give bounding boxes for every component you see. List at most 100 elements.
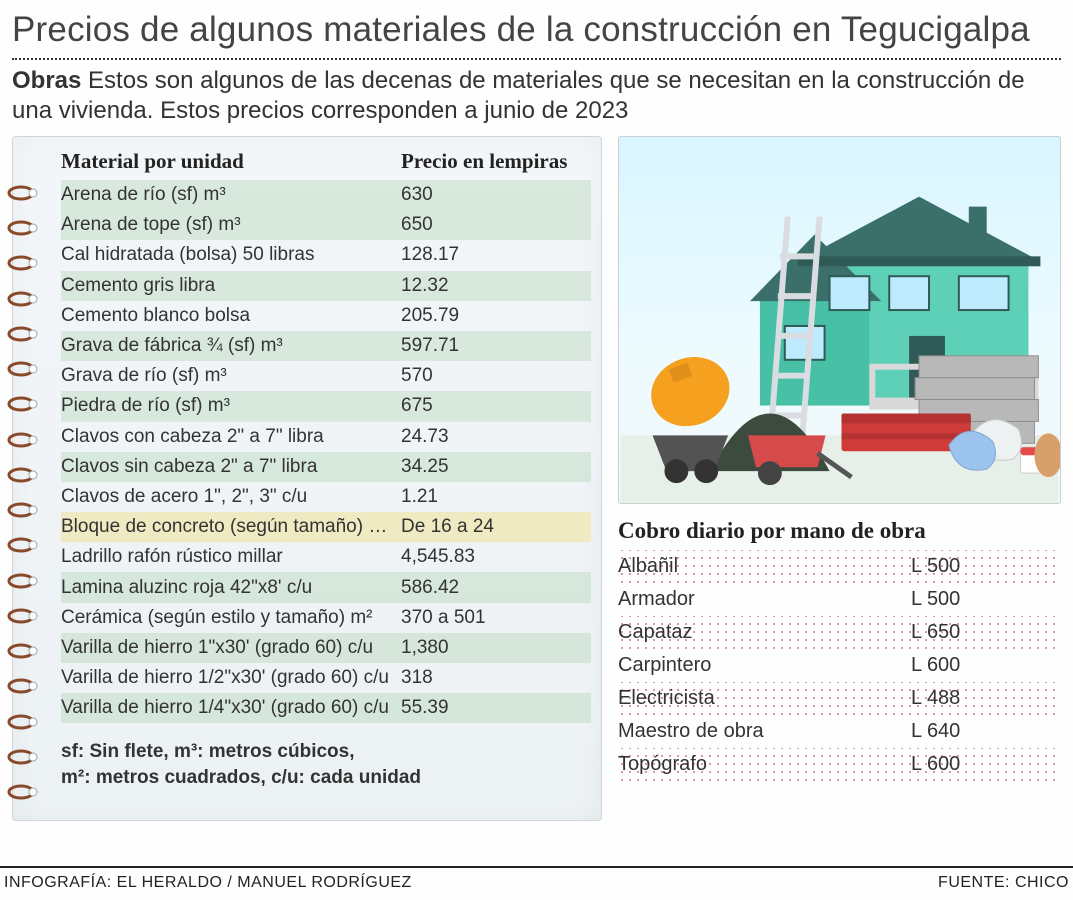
construction-illustration (618, 136, 1061, 504)
price-cell: 650 (401, 214, 591, 236)
subtitle: Obras Estos son algunos de las decenas d… (12, 66, 1061, 136)
price-cell: 570 (401, 365, 591, 387)
role-cell: Maestro de obra (618, 720, 911, 743)
ring-icon (7, 608, 35, 624)
divider (12, 58, 1061, 60)
table-row: Lamina aluzinc roja 42"x8' c/u586.42 (61, 572, 591, 602)
material-cell: Cal hidratada (bolsa) 50 libras (61, 244, 401, 266)
table-row: Clavos con cabeza 2" a 7" libra24.73 (61, 422, 591, 452)
legend-line: m²: metros cuadrados, c/u: cada unidad (61, 765, 591, 791)
materials-header: Material por unidad Precio en lempiras (61, 145, 591, 180)
footer-credit-right: FUENTE: CHICO (938, 874, 1069, 892)
amount-cell: L 600 (911, 654, 1061, 677)
price-cell: De 16 a 24 (401, 516, 591, 538)
table-row: Clavos sin cabeza 2" a 7" libra34.25 (61, 452, 591, 482)
ring-icon (7, 678, 35, 694)
table-row: ElectricistaL 488 (618, 682, 1061, 715)
material-cell: Varilla de hierro 1/4"x30' (grado 60) c/… (61, 697, 401, 719)
ring-icon (7, 643, 35, 659)
table-row: CarpinteroL 600 (618, 649, 1061, 682)
role-cell: Armador (618, 588, 911, 611)
table-row: Ladrillo rafón rústico millar4,545.83 (61, 542, 591, 572)
price-cell: 24.73 (401, 426, 591, 448)
infographic-page: Precios de algunos materiales de la cons… (0, 0, 1073, 900)
footer-credit-left: INFOGRAFÍA: EL HERALDO / MANUEL RODRÍGUE… (4, 874, 412, 892)
price-cell: 34.25 (401, 456, 591, 478)
table-row: Cemento blanco bolsa205.79 (61, 301, 591, 331)
amount-cell: L 500 (911, 555, 1061, 578)
price-cell: 630 (401, 184, 591, 206)
table-row: Bloque de concreto (según tamaño) c/uDe … (61, 512, 591, 542)
labor-title: Cobro diario por mano de obra (618, 518, 1061, 550)
ring-icon (7, 502, 35, 518)
illustration-svg (619, 137, 1060, 503)
ring-icon (7, 573, 35, 589)
price-cell: 128.17 (401, 244, 591, 266)
price-cell: 370 a 501 (401, 607, 591, 629)
table-row: CapatazL 650 (618, 616, 1061, 649)
material-cell: Arena de río (sf) m³ (61, 184, 401, 206)
content-columns: Material por unidad Precio en lempiras A… (12, 136, 1061, 821)
price-cell: 1.21 (401, 486, 591, 508)
material-cell: Grava de río (sf) m³ (61, 365, 401, 387)
table-row: Maestro de obraL 640 (618, 715, 1061, 748)
table-row: Grava de fábrica ¾ (sf) m³597.71 (61, 331, 591, 361)
ring-icon (7, 220, 35, 236)
footer: INFOGRAFÍA: EL HERALDO / MANUEL RODRÍGUE… (0, 866, 1073, 892)
price-cell: 597.71 (401, 335, 591, 357)
right-column: Cobro diario por mano de obra AlbañilL 5… (618, 136, 1061, 821)
ring-icon (7, 467, 35, 483)
material-cell: Cemento blanco bolsa (61, 305, 401, 327)
table-row: Cal hidratada (bolsa) 50 libras128.17 (61, 240, 591, 270)
ring-icon (7, 185, 35, 201)
material-cell: Arena de tope (sf) m³ (61, 214, 401, 236)
table-row: Arena de tope (sf) m³650 (61, 210, 591, 240)
table-row: AlbañilL 500 (618, 550, 1061, 583)
price-cell: 12.32 (401, 275, 591, 297)
ring-icon (7, 326, 35, 342)
material-cell: Cerámica (según estilo y tamaño) m² (61, 607, 401, 629)
material-cell: Ladrillo rafón rústico millar (61, 546, 401, 568)
material-cell: Clavos con cabeza 2" a 7" libra (61, 426, 401, 448)
price-cell: 1,380 (401, 637, 591, 659)
material-cell: Varilla de hierro 1"x30' (grado 60) c/u (61, 637, 401, 659)
ring-icon (7, 396, 35, 412)
table-row: Varilla de hierro 1/4"x30' (grado 60) c/… (61, 693, 591, 723)
materials-header-price: Precio en lempiras (401, 149, 591, 174)
ring-icon (7, 291, 35, 307)
amount-cell: L 500 (911, 588, 1061, 611)
materials-header-material: Material por unidad (61, 149, 401, 174)
page-title: Precios de algunos materiales de la cons… (12, 10, 1061, 56)
amount-cell: L 650 (911, 621, 1061, 644)
ring-icon (7, 432, 35, 448)
price-cell: 205.79 (401, 305, 591, 327)
amount-cell: L 640 (911, 720, 1061, 743)
material-cell: Clavos sin cabeza 2" a 7" libra (61, 456, 401, 478)
price-cell: 55.39 (401, 697, 591, 719)
materials-rows: Arena de río (sf) m³630Arena de tope (sf… (61, 180, 591, 723)
ring-icon (7, 714, 35, 730)
ring-icon (7, 255, 35, 271)
role-cell: Topógrafo (618, 753, 911, 776)
ring-icon (7, 784, 35, 800)
table-row: ArmadorL 500 (618, 583, 1061, 616)
price-cell: 675 (401, 395, 591, 417)
ring-icon (7, 537, 35, 553)
ring-icon (7, 749, 35, 765)
table-row: Piedra de río (sf) m³675 (61, 391, 591, 421)
table-row: Cemento gris libra12.32 (61, 271, 591, 301)
amount-cell: L 600 (911, 753, 1061, 776)
table-row: Grava de río (sf) m³570 (61, 361, 591, 391)
price-cell: 318 (401, 667, 591, 689)
role-cell: Electricista (618, 687, 911, 710)
spiral-rings (7, 185, 47, 800)
material-cell: Clavos de acero 1", 2", 3" c/u (61, 486, 401, 508)
table-row: Clavos de acero 1", 2", 3" c/u1.21 (61, 482, 591, 512)
subtitle-lead: Obras (12, 67, 81, 94)
labor-rows: AlbañilL 500ArmadorL 500CapatazL 650Carp… (618, 550, 1061, 781)
role-cell: Capataz (618, 621, 911, 644)
material-cell: Grava de fábrica ¾ (sf) m³ (61, 335, 401, 357)
price-cell: 4,545.83 (401, 546, 591, 568)
table-row: Varilla de hierro 1/2"x30' (grado 60) c/… (61, 663, 591, 693)
ring-icon (7, 361, 35, 377)
